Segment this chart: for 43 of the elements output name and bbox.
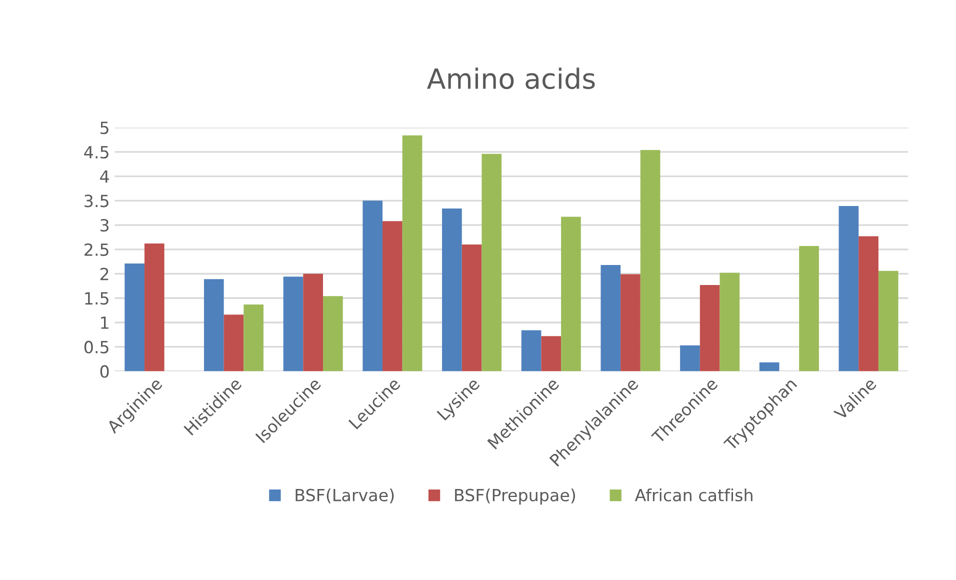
y-tick-label: 5 (100, 122, 108, 134)
bar (402, 135, 422, 372)
bar (720, 272, 740, 372)
bar (323, 296, 343, 372)
bar (482, 154, 502, 372)
y-tick-label: 2.5 (84, 243, 108, 256)
y-tick-label: 3 (100, 219, 109, 232)
bar (561, 216, 581, 372)
bar (362, 200, 383, 372)
bar (640, 150, 660, 372)
y-tick-label: 1 (101, 316, 108, 329)
bar (620, 274, 640, 372)
bar (838, 206, 859, 372)
bar (680, 345, 700, 372)
bar (144, 244, 164, 372)
legend-label: BSF(Larvae) (296, 488, 394, 504)
bar (600, 264, 621, 372)
bar (541, 336, 562, 372)
bar (224, 314, 244, 372)
bar (858, 236, 878, 372)
y-tick-label: 0.5 (84, 340, 108, 354)
chart-title: Amino acids (427, 68, 595, 90)
bar (124, 264, 144, 372)
bar (382, 221, 402, 372)
bar (759, 362, 780, 372)
y-tick-label: 1.5 (85, 292, 108, 305)
bar (799, 246, 819, 372)
y-tick-label: 0 (100, 365, 109, 378)
bar (244, 304, 264, 372)
legend-label: African catfish (634, 488, 752, 502)
bar (700, 284, 720, 372)
bar (442, 208, 462, 372)
bar (303, 274, 324, 372)
bar (878, 270, 898, 372)
y-tick-label: 4 (100, 170, 109, 183)
bar (283, 276, 304, 372)
bar (204, 279, 224, 372)
legend-label: BSF(Prepupae) (455, 488, 576, 505)
bar (521, 330, 542, 372)
y-tick-label: 3.5 (84, 194, 108, 208)
bar (462, 244, 482, 372)
y-tick-label: 4.5 (84, 146, 108, 159)
y-tick-label: 2 (100, 268, 108, 280)
